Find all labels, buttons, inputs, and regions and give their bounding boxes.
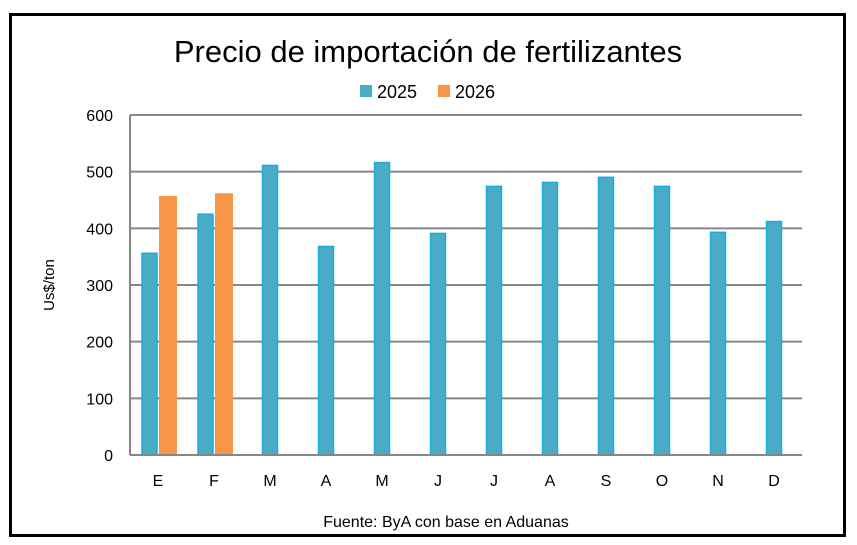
bar-2025-F [197, 213, 214, 456]
legend-swatch-2026 [438, 85, 450, 97]
legend: 2025 2026 [360, 82, 495, 102]
chart-title: Precio de importación de fertilizantes [174, 34, 682, 69]
bar-2025-O [653, 185, 671, 456]
x-tick-label: J [434, 473, 442, 490]
chart-footer-source: Fuente: ByA con base en Aduanas [323, 514, 569, 531]
bar-2025-D [765, 220, 783, 456]
bar-2026-F [215, 193, 233, 455]
y-tick-label: 600 [86, 108, 113, 125]
x-tick-label: M [263, 473, 276, 490]
legend-swatch-2025 [360, 85, 372, 97]
bar-2025-A [541, 181, 559, 456]
bar-2025-M [261, 164, 279, 456]
bar-2025-S [597, 176, 615, 456]
gridlines [130, 114, 802, 400]
y-axis-ticks: 0 100 200 300 400 500 600 [86, 108, 113, 465]
x-tick-label: J [490, 473, 498, 490]
x-tick-label: S [601, 473, 612, 490]
x-tick-label: E [153, 473, 164, 490]
bar-2025-E [141, 252, 158, 456]
bar-2025-J [485, 185, 503, 456]
y-tick-label: 500 [86, 165, 113, 182]
x-tick-label: N [712, 473, 724, 490]
x-tick-label: A [321, 473, 332, 490]
legend-label-2026: 2026 [455, 82, 495, 102]
x-tick-label: O [656, 473, 668, 490]
bars [141, 161, 783, 456]
x-tick-label: D [768, 473, 780, 490]
y-tick-label: 0 [104, 448, 113, 465]
bar-2025-M [373, 161, 391, 456]
x-tick-label: M [375, 473, 388, 490]
y-tick-label: 100 [86, 391, 113, 408]
x-tick-label: F [209, 473, 219, 490]
bar-2025-A [317, 245, 335, 456]
bar-2025-N [709, 231, 727, 456]
y-tick-label: 200 [86, 335, 113, 352]
y-axis-label: Us$/ton [41, 259, 58, 311]
y-tick-label: 300 [86, 278, 113, 295]
bar-2026-E [159, 196, 177, 456]
legend-label-2025: 2025 [377, 82, 417, 102]
bar-2025-J [429, 232, 447, 456]
x-tick-label: A [545, 473, 556, 490]
y-tick-label: 400 [86, 221, 113, 238]
